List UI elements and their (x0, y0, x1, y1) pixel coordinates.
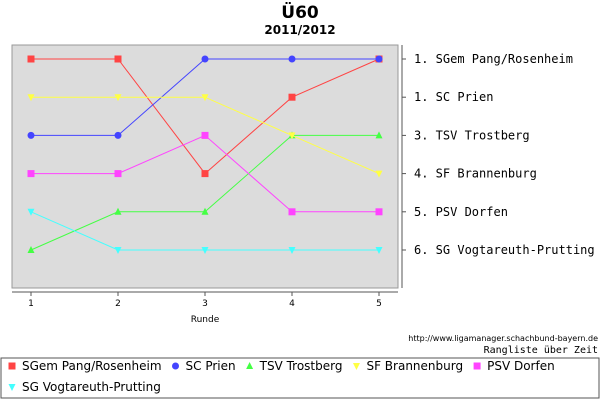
legend-item: SGem Pang/Rosenheim (8, 359, 162, 373)
legend: SGem Pang/Rosenheim SC Prien TSV Trostberg… (8, 359, 555, 394)
legend-swatch (8, 362, 16, 370)
rank-label: 1. SGem Pang/Rosenheim (414, 52, 573, 66)
data-point (114, 94, 122, 102)
x-tick-label: 3 (202, 299, 208, 309)
legend-label: PSV Dorfen (487, 359, 555, 373)
rank-label: 3. TSV Trostberg (414, 128, 530, 142)
data-point (27, 94, 35, 102)
data-point (375, 247, 383, 254)
series (27, 131, 383, 216)
data-point (375, 131, 383, 139)
legend-swatch (473, 362, 481, 370)
data-point (27, 55, 35, 63)
data-point (114, 131, 122, 139)
data-point (201, 247, 209, 254)
data-point (375, 208, 383, 216)
data-point (288, 93, 296, 101)
legend-item: SG Vogtareuth-Prutting (8, 380, 161, 394)
data-point (201, 170, 209, 178)
x-axis-label: Runde (191, 315, 220, 325)
rank-label-group: 1. SGem Pang/Rosenheim 1. SC Prien 3. TSV … (414, 52, 595, 257)
data-point (27, 246, 35, 253)
data-point (114, 247, 122, 254)
data-point (114, 170, 122, 178)
x-tick-label: 4 (289, 299, 295, 309)
legend-item: SC Prien (172, 359, 236, 373)
data-point (288, 55, 296, 63)
x-tick-label: 5 (376, 299, 382, 309)
legend-swatch (246, 362, 254, 369)
legend-item: TSV Trostberg (246, 359, 342, 373)
legend-swatch (352, 363, 360, 370)
legend-box (0, 357, 600, 399)
data-point (201, 55, 209, 63)
series (27, 94, 383, 178)
chart-note: Rangliste über Zeit (484, 345, 598, 356)
legend-label: TSV Trostberg (259, 359, 343, 373)
data-point (201, 131, 209, 139)
legend-label: SC Prien (186, 359, 236, 373)
data-point (288, 247, 296, 254)
data-point (375, 170, 383, 178)
rank-label: 4. SF Brannenburg (414, 167, 537, 181)
x-tick-label: 2 (115, 299, 121, 309)
data-point (27, 208, 35, 216)
chart-title: Ü60 (281, 1, 319, 23)
data-point (201, 94, 209, 102)
legend-label: SG Vogtareuth-Prutting (22, 380, 161, 394)
rank-label: 1. SC Prien (414, 90, 493, 104)
series-group (27, 55, 383, 254)
y-tick-group (402, 58, 406, 251)
x-tick-label: 1 (28, 299, 34, 309)
chart-subtitle: 2011/2012 (264, 23, 335, 37)
rank-label: 5. PSV Dorfen (414, 205, 508, 219)
data-point (288, 132, 296, 140)
legend-swatch (172, 362, 180, 370)
legend-item: PSV Dorfen (473, 359, 555, 373)
legend-swatch (8, 384, 16, 391)
legend-item: SF Brannenburg (352, 359, 463, 373)
legend-label: SGem Pang/Rosenheim (22, 359, 162, 373)
rank-label: 6. SG Vogtareuth-Prutting (414, 243, 595, 257)
series (27, 208, 383, 254)
data-point (288, 208, 296, 216)
data-point (27, 131, 35, 139)
x-tick-group: 1 2 3 4 5 (28, 292, 382, 309)
data-point (375, 55, 383, 63)
data-point (201, 207, 209, 215)
series (27, 55, 383, 139)
data-point (114, 207, 122, 215)
legend-label: SF Brannenburg (366, 359, 463, 373)
data-point (114, 55, 122, 63)
source-credit: http://www.ligamanager.schachbund-bayern… (408, 334, 598, 343)
data-point (27, 170, 35, 178)
